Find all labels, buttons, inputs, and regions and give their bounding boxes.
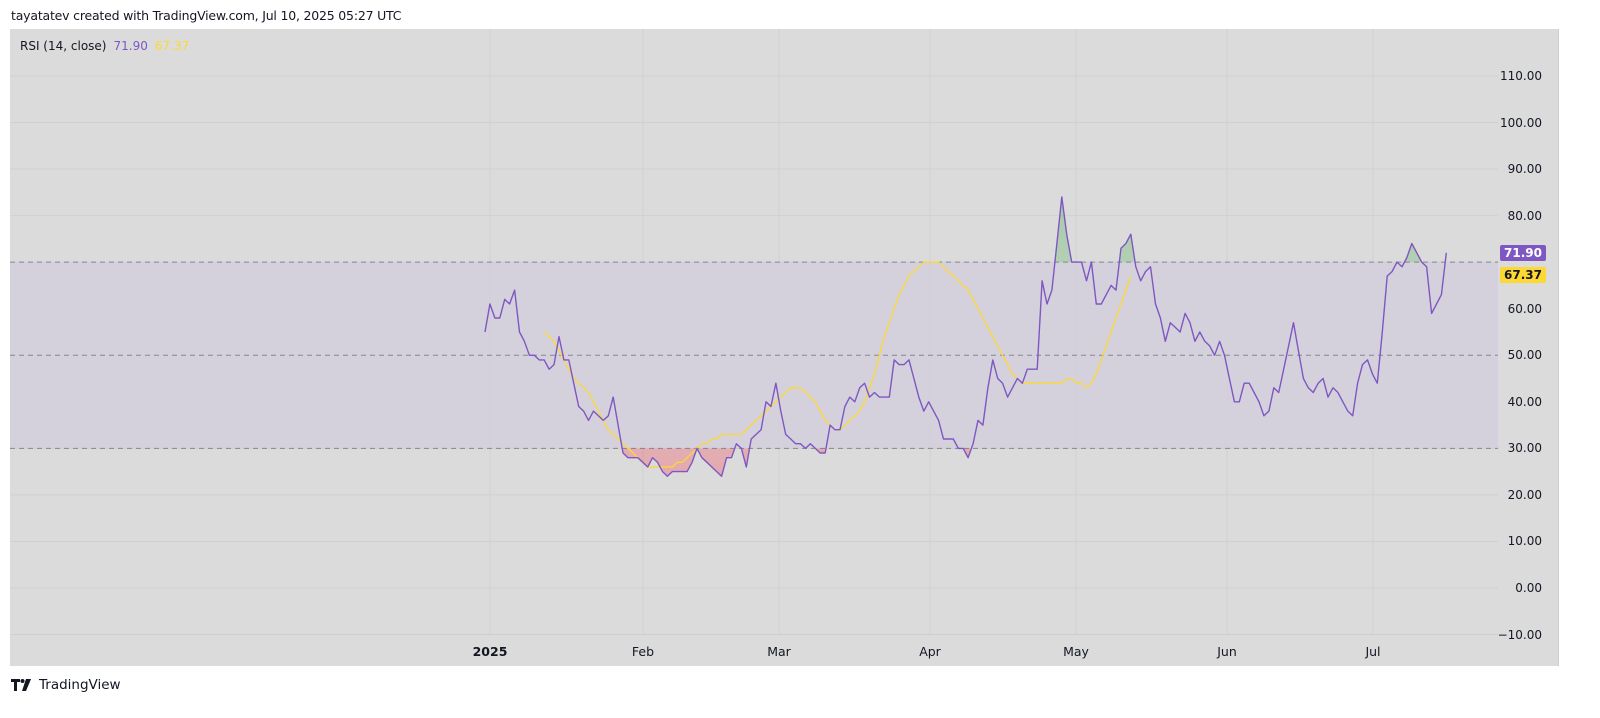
ma-value: 67.37: [154, 39, 190, 53]
time-tick: Apr: [919, 644, 941, 659]
rsi-plot[interactable]: [10, 29, 1498, 634]
time-tick: Feb: [631, 644, 655, 659]
price-tick: 40.00: [1507, 394, 1542, 409]
price-tick: 60.00: [1507, 301, 1542, 316]
price-tick: 90.00: [1507, 162, 1542, 177]
price-tick: 30.00: [1507, 441, 1542, 456]
tradingview-brand: TradingView: [39, 677, 121, 693]
rsi-line: [484, 196, 1447, 477]
rsi-value: 71.90: [113, 39, 148, 53]
time-axis[interactable]: 2025 Feb Mar Apr May Jun Jul: [10, 634, 1498, 667]
time-tick: Jun: [1217, 644, 1237, 659]
time-tick: Mar: [767, 644, 791, 659]
price-tick: 0.00: [1515, 581, 1542, 595]
indicator-legend[interactable]: RSI (14, close) 71.90 67.37: [20, 39, 189, 53]
time-tick: 2025: [472, 644, 508, 659]
price-tick: 10.00: [1507, 534, 1542, 549]
indicator-name: RSI (14, close): [20, 39, 107, 53]
price-tick: 20.00: [1507, 487, 1542, 502]
price-axis[interactable]: 110.00 100.00 90.00 80.00 60.00 50.00 40.00 30.…: [1498, 29, 1558, 642]
time-tick: Jul: [1365, 644, 1381, 659]
price-tick: 110.00: [1500, 68, 1542, 83]
price-tick: 80.00: [1507, 208, 1542, 223]
time-tick: May: [1063, 644, 1089, 659]
rsi-last-value-badge: 71.90: [1500, 245, 1546, 261]
price-tick: 100.00: [1500, 115, 1542, 130]
price-tick: −10.00: [1497, 627, 1542, 642]
chart-credit: tayatatev created with TradingView.com, …: [11, 8, 402, 23]
price-tick: 50.00: [1507, 348, 1542, 363]
tradingview-logo-icon: [11, 679, 31, 691]
ma-last-value-badge: 67.37: [1500, 267, 1546, 283]
tradingview-logo[interactable]: TradingView: [11, 677, 121, 693]
